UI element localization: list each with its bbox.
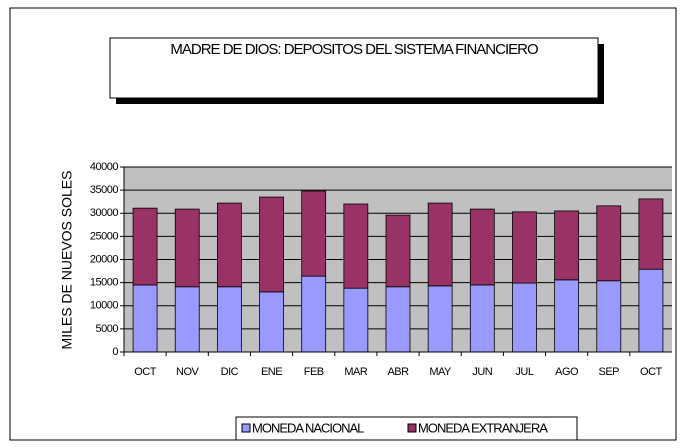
x-tick-label: JUL xyxy=(515,366,533,378)
bar-segment xyxy=(469,208,495,286)
x-tick-label: MAY xyxy=(429,366,452,378)
bar-segment xyxy=(385,214,411,288)
y-tick-label: 5000 xyxy=(96,323,119,335)
legend xyxy=(235,416,578,441)
x-tick-label: OCT xyxy=(640,366,663,378)
legend-label: MONEDA NACIONAL xyxy=(252,420,364,435)
legend-swatch xyxy=(241,423,251,433)
x-tick-label: ENE xyxy=(261,366,282,378)
bar-segment xyxy=(343,203,369,289)
x-tick-label: JUN xyxy=(472,366,492,378)
y-tick-label: 0 xyxy=(112,346,118,358)
y-tick-label: 15000 xyxy=(90,277,118,289)
bar-segment xyxy=(259,196,284,293)
bar-segment xyxy=(216,286,242,353)
bar-segment xyxy=(259,291,284,353)
x-tick-label: MAR xyxy=(344,366,368,378)
bar-segment xyxy=(596,280,622,353)
x-tick-label: NOV xyxy=(176,366,200,378)
legend-label: MONEDA EXTRANJERA xyxy=(418,420,548,435)
x-tick-label: ABR xyxy=(387,366,409,378)
y-tick-label: 30000 xyxy=(90,207,118,219)
bar-segment xyxy=(427,285,453,353)
bar-segment xyxy=(596,205,622,282)
y-tick-label: 35000 xyxy=(90,184,118,196)
y-tick-label: 25000 xyxy=(90,230,118,242)
bar-segment xyxy=(512,282,537,353)
bar-segment xyxy=(554,210,580,281)
y-tick-label: 40000 xyxy=(90,161,118,173)
x-tick-label: AGO xyxy=(555,366,579,378)
bar-segment xyxy=(174,208,200,288)
y-axis-label: MILES DE NUEVOS SOLES xyxy=(59,171,75,350)
bar-segment xyxy=(174,286,200,353)
x-tick-label: SEP xyxy=(599,366,620,378)
bar-segment xyxy=(385,286,411,353)
bar-segment xyxy=(132,207,158,286)
bar-segment xyxy=(554,279,580,353)
y-tick-label: 20000 xyxy=(90,253,118,265)
bar-segment xyxy=(469,284,495,353)
y-tick-label: 10000 xyxy=(90,300,118,312)
bar-segment xyxy=(638,198,664,270)
bar-segment xyxy=(343,287,369,353)
bar-segment xyxy=(301,190,327,277)
x-tick-label: OCT xyxy=(134,366,157,378)
chart-title: MADRE DE DIOS: DEPOSITOS DEL SISTEMA FIN… xyxy=(170,41,538,58)
x-tick-label: DIC xyxy=(221,366,239,378)
bar-segment xyxy=(638,268,664,353)
bar-segment xyxy=(512,211,537,284)
bar-segment xyxy=(132,284,158,353)
legend-swatch xyxy=(407,423,417,433)
x-tick-label: FEB xyxy=(304,366,324,378)
title-box xyxy=(109,37,599,99)
bar-segment xyxy=(301,275,327,353)
bar-segment xyxy=(216,202,242,288)
bar-segment xyxy=(427,202,453,287)
